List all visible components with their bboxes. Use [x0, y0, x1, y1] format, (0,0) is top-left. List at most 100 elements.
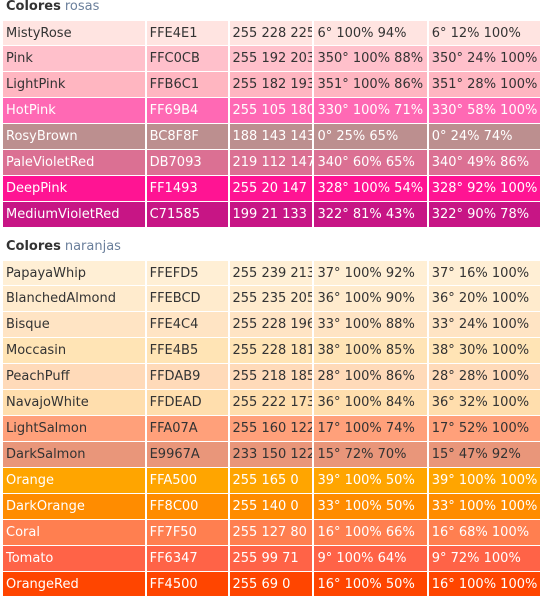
hex-code-cell: E9967A: [146, 442, 228, 467]
color-name-cell: MediumVioletRed: [3, 202, 145, 227]
color-name-cell: Pink: [3, 46, 145, 71]
hsv-value-cell: 38° 30% 100%: [428, 338, 540, 363]
color-row: DarkOrange FF8C00 255 140 0 33° 100% 50% 33°…: [3, 494, 540, 519]
hsv-value-cell: 17° 52% 100%: [428, 416, 540, 441]
hsl-value-cell: 37° 100% 92%: [314, 261, 427, 285]
color-row: OrangeRed FF4500 255 69 0 16° 100% 50% 16° 1…: [3, 572, 540, 596]
hex-code-cell: FFE4C4: [146, 312, 228, 337]
hsv-value-cell: 351° 28% 100%: [428, 72, 540, 97]
rgb-value-cell: 255 228 196: [229, 312, 313, 337]
hex-code-cell: FFA07A: [146, 416, 228, 441]
hsv-value-cell: 330° 58% 100%: [428, 98, 540, 123]
color-row: Moccasin FFE4B5 255 228 181 38° 100% 85% 38°…: [3, 338, 540, 363]
rgb-value-cell: 255 228 225: [229, 21, 313, 45]
rgb-value-cell: 199 21 133: [229, 202, 313, 227]
hsl-value-cell: 0° 25% 65%: [314, 124, 427, 149]
hex-code-cell: FFEBCD: [146, 286, 228, 311]
hex-code-cell: BC8F8F: [146, 124, 228, 149]
color-row: MediumVioletRed C71585 199 21 133 322° 81% …: [3, 202, 540, 227]
color-row: PeachPuff FFDAB9 255 218 185 28° 100% 86% 28…: [3, 364, 540, 389]
color-name-cell: HotPink: [3, 98, 145, 123]
rgb-value-cell: 255 99 71: [229, 546, 313, 571]
color-name-cell: PeachPuff: [3, 364, 145, 389]
hsl-value-cell: 36° 100% 90%: [314, 286, 427, 311]
color-name-cell: RosyBrown: [3, 124, 145, 149]
hsv-value-cell: 36° 20% 100%: [428, 286, 540, 311]
hsl-value-cell: 38° 100% 85%: [314, 338, 427, 363]
color-row: RosyBrown BC8F8F 188 143 143 0° 25% 65% 0° 2…: [3, 124, 540, 149]
hex-code-cell: C71585: [146, 202, 228, 227]
color-row: DarkSalmon E9967A 233 150 122 15° 72% 70% 15…: [3, 442, 540, 467]
rgb-value-cell: 255 239 213: [229, 261, 313, 285]
hsv-value-cell: 340° 49% 86%: [428, 150, 540, 175]
hsl-value-cell: 328° 100% 54%: [314, 176, 427, 201]
rgb-value-cell: 255 192 203: [229, 46, 313, 71]
color-name-cell: Coral: [3, 520, 145, 545]
hsv-value-cell: 37° 16% 100%: [428, 261, 540, 285]
rgb-value-cell: 188 143 143: [229, 124, 313, 149]
hsl-value-cell: 6° 100% 94%: [314, 21, 427, 45]
hsl-value-cell: 9° 100% 64%: [314, 546, 427, 571]
hsl-value-cell: 28° 100% 86%: [314, 364, 427, 389]
section-title-bold: Colores: [6, 239, 61, 254]
hsl-value-cell: 340° 60% 65%: [314, 150, 427, 175]
hex-code-cell: FF6347: [146, 546, 228, 571]
hsv-value-cell: 33° 100% 100%: [428, 494, 540, 519]
rgb-value-cell: 255 127 80: [229, 520, 313, 545]
hsv-value-cell: 28° 28% 100%: [428, 364, 540, 389]
hsl-value-cell: 322° 81% 43%: [314, 202, 427, 227]
color-name-cell: Bisque: [3, 312, 145, 337]
section-title-bold: Colores: [6, 0, 61, 14]
section-title-orange: Colores naranjas: [3, 240, 544, 260]
color-row: LightPink FFB6C1 255 182 193 351° 100% 86% 3…: [3, 72, 540, 97]
color-name-cell: OrangeRed: [3, 572, 145, 596]
hsl-value-cell: 16° 100% 66%: [314, 520, 427, 545]
hsv-value-cell: 36° 32% 100%: [428, 390, 540, 415]
rgb-value-cell: 255 160 122: [229, 416, 313, 441]
hsl-value-cell: 17° 100% 74%: [314, 416, 427, 441]
hsv-value-cell: 6° 12% 100%: [428, 21, 540, 45]
color-name-cell: DeepPink: [3, 176, 145, 201]
hsl-value-cell: 33° 100% 88%: [314, 312, 427, 337]
hsl-value-cell: 15° 72% 70%: [314, 442, 427, 467]
hex-code-cell: FFE4E1: [146, 21, 228, 45]
color-name-cell: MistyRose: [3, 21, 145, 45]
hex-code-cell: FF7F50: [146, 520, 228, 545]
color-name-cell: DarkOrange: [3, 494, 145, 519]
color-row: DeepPink FF1493 255 20 147 328° 100% 54% 328…: [3, 176, 540, 201]
color-name-cell: LightPink: [3, 72, 145, 97]
hex-code-cell: FF1493: [146, 176, 228, 201]
color-row: MistyRose FFE4E1 255 228 225 6° 100% 94% 6° …: [3, 21, 540, 45]
color-name-cell: PaleVioletRed: [3, 150, 145, 175]
hsv-value-cell: 350° 24% 100%: [428, 46, 540, 71]
color-name-cell: NavajoWhite: [3, 390, 145, 415]
hex-code-cell: FFC0CB: [146, 46, 228, 71]
rgb-value-cell: 255 69 0: [229, 572, 313, 596]
color-name-cell: DarkSalmon: [3, 442, 145, 467]
rgb-value-cell: 255 20 147: [229, 176, 313, 201]
hsl-value-cell: 350° 100% 88%: [314, 46, 427, 71]
color-row: PapayaWhip FFEFD5 255 239 213 37° 100% 92% 3…: [3, 261, 540, 285]
color-name-cell: Orange: [3, 468, 145, 493]
section-title-pink: Colores rosas: [3, 0, 544, 20]
color-row: Coral FF7F50 255 127 80 16° 100% 66% 16° 68%…: [3, 520, 540, 545]
hsv-value-cell: 9° 72% 100%: [428, 546, 540, 571]
hex-code-cell: FF69B4: [146, 98, 228, 123]
hex-code-cell: FFE4B5: [146, 338, 228, 363]
hsv-value-cell: 15° 47% 92%: [428, 442, 540, 467]
color-row: LightSalmon FFA07A 255 160 122 17° 100% 74%…: [3, 416, 540, 441]
rgb-value-cell: 255 218 185: [229, 364, 313, 389]
color-row: PaleVioletRed DB7093 219 112 147 340° 60% 6…: [3, 150, 540, 175]
hsl-value-cell: 16° 100% 50%: [314, 572, 427, 596]
hsv-value-cell: 322° 90% 78%: [428, 202, 540, 227]
rgb-value-cell: 255 182 193: [229, 72, 313, 97]
hex-code-cell: FFDAB9: [146, 364, 228, 389]
hsv-value-cell: 16° 100% 100%: [428, 572, 540, 596]
hex-code-cell: FFDEAD: [146, 390, 228, 415]
rgb-value-cell: 233 150 122: [229, 442, 313, 467]
color-row: Pink FFC0CB 255 192 203 350° 100% 88% 350° 2…: [3, 46, 540, 71]
color-row: BlanchedAlmond FFEBCD 255 235 205 36° 100% …: [3, 286, 540, 311]
color-row: Bisque FFE4C4 255 228 196 33° 100% 88% 33° 2…: [3, 312, 540, 337]
pink-colors-table: MistyRose FFE4E1 255 228 225 6° 100% 94% 6° …: [1, 20, 542, 228]
section-title-accent: naranjas: [64, 239, 121, 254]
